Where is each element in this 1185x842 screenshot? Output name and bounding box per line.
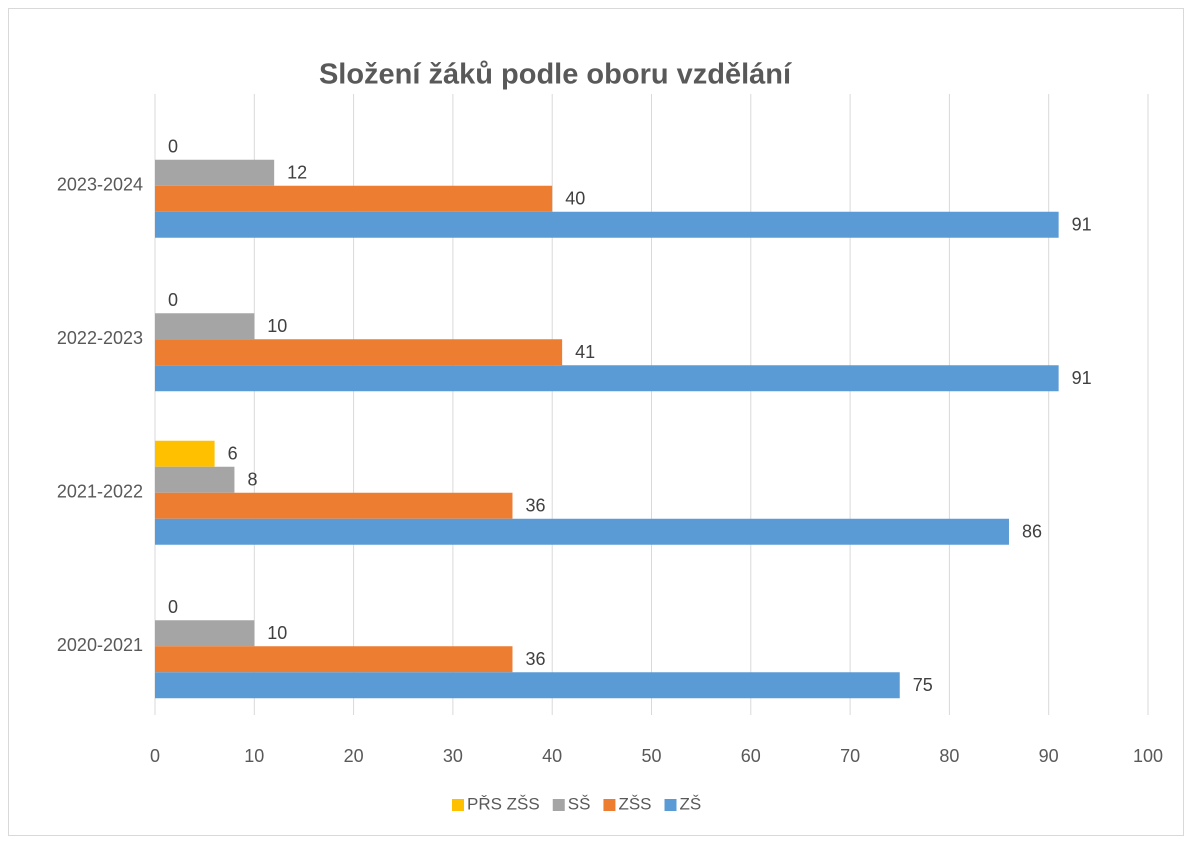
data-label: 6 <box>228 444 238 464</box>
chart-title: Složení žáků podle oboru vzdělání <box>319 59 792 91</box>
legend-swatch <box>664 799 677 811</box>
legend-label: ZŠS <box>618 794 651 813</box>
legend-label: SŠ <box>568 794 591 813</box>
bar <box>155 339 563 366</box>
bar <box>155 466 235 493</box>
data-label: 40 <box>565 189 585 209</box>
data-label: 0 <box>168 290 178 310</box>
legend-swatch <box>552 799 565 811</box>
data-label: 41 <box>575 342 595 362</box>
bar <box>155 440 215 467</box>
x-tick-label: 70 <box>840 746 860 766</box>
bar <box>155 646 513 673</box>
legend-label: PŘS ZŠS <box>467 794 540 813</box>
bar <box>155 185 553 212</box>
bar <box>155 672 900 699</box>
data-label: 0 <box>168 137 178 157</box>
bar <box>155 159 275 186</box>
data-label: 86 <box>1022 522 1042 542</box>
data-label: 8 <box>247 470 257 490</box>
legend-label: ZŠ <box>680 794 702 813</box>
x-tick-label: 10 <box>244 746 264 766</box>
x-tick-label: 50 <box>641 746 661 766</box>
x-tick-label: 90 <box>1039 746 1059 766</box>
bar <box>155 492 513 519</box>
data-label: 10 <box>267 316 287 336</box>
x-tick-label: 60 <box>741 746 761 766</box>
legend-swatch <box>603 799 616 811</box>
x-tick-label: 0 <box>150 746 160 766</box>
x-tick-label: 30 <box>443 746 463 766</box>
legend-swatch <box>452 799 464 811</box>
bar <box>155 365 1059 392</box>
bar <box>155 211 1059 238</box>
bar <box>155 620 255 647</box>
data-label: 36 <box>525 649 545 669</box>
x-tick-label: 40 <box>542 746 562 766</box>
data-label: 75 <box>913 675 933 695</box>
bar <box>155 313 255 340</box>
data-label: 10 <box>267 623 287 643</box>
data-label: 36 <box>525 496 545 516</box>
y-tick-label: 2023-2024 <box>57 175 143 195</box>
data-label: 91 <box>1072 368 1092 388</box>
data-label: 91 <box>1072 215 1092 235</box>
bar <box>155 518 1009 545</box>
y-tick-label: 2022-2023 <box>57 328 143 348</box>
x-tick-label: 20 <box>344 746 364 766</box>
chart-frame <box>8 8 1184 836</box>
x-tick-label: 100 <box>1133 746 1163 766</box>
data-label: 0 <box>168 597 178 617</box>
y-tick-label: 2021-2022 <box>57 482 143 502</box>
data-label: 12 <box>287 163 307 183</box>
y-tick-label: 2020-2021 <box>57 635 143 655</box>
x-tick-label: 80 <box>939 746 959 766</box>
